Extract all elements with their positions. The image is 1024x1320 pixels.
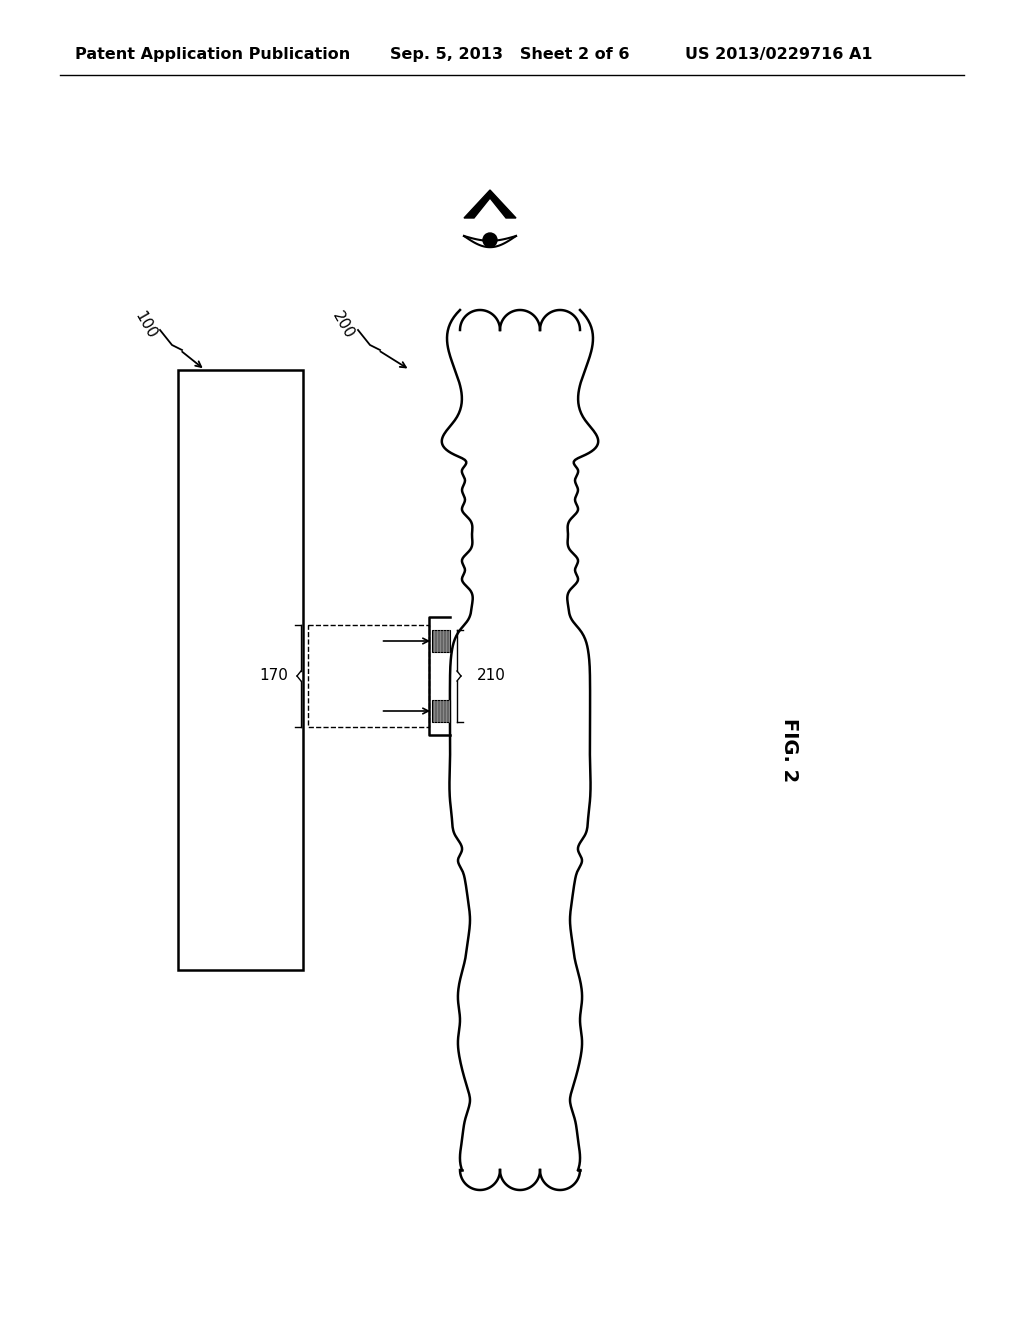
- Text: Patent Application Publication: Patent Application Publication: [75, 48, 350, 62]
- Polygon shape: [464, 190, 516, 218]
- Bar: [178, 370, 303, 970]
- Text: FIG. 2: FIG. 2: [780, 718, 800, 783]
- Text: 210: 210: [477, 668, 506, 684]
- Text: US 2013/0229716 A1: US 2013/0229716 A1: [685, 48, 872, 62]
- Text: 170: 170: [259, 668, 288, 684]
- Bar: [308, 624, 429, 727]
- Circle shape: [483, 234, 497, 247]
- Bar: [432, 700, 450, 722]
- Text: 200: 200: [330, 309, 356, 342]
- Bar: [432, 630, 450, 652]
- Text: Sep. 5, 2013   Sheet 2 of 6: Sep. 5, 2013 Sheet 2 of 6: [390, 48, 630, 62]
- Text: 100: 100: [131, 309, 159, 342]
